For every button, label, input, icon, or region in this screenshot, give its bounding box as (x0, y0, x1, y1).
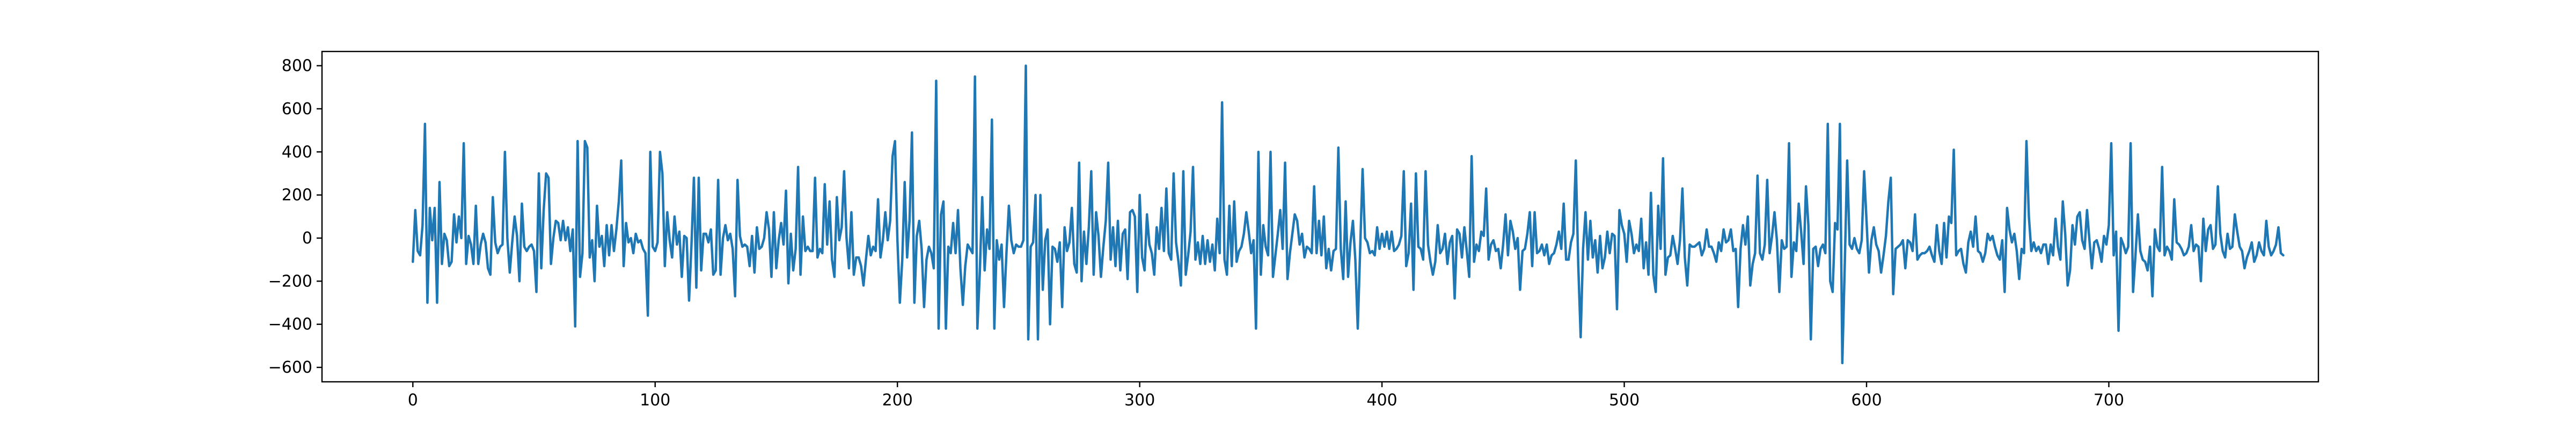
y-axis: −600 −400 −200 0 200 400 600 800 (268, 57, 322, 377)
x-tick-label: 400 (1366, 391, 1397, 410)
x-tick-label: 0 (408, 391, 418, 410)
y-tick-label: 400 (282, 143, 312, 161)
plot-frame (321, 50, 2319, 383)
y-tick-label: 0 (302, 229, 312, 248)
y-tick-label: −400 (268, 315, 312, 334)
x-tick-label: 100 (640, 391, 670, 410)
series-line-0 (412, 64, 2285, 365)
x-axis: 0 100 200 300 400 500 600 700 (408, 382, 2124, 410)
y-tick-label: 800 (282, 57, 312, 76)
y-tick-label: 200 (282, 186, 312, 205)
x-tick-label: 700 (2094, 391, 2124, 410)
plot-area-background (322, 51, 2318, 382)
y-tick-label: −200 (268, 272, 312, 291)
x-tick-label: 500 (1609, 391, 1640, 410)
x-tick-label: 200 (882, 391, 913, 410)
x-tick-label: 600 (1851, 391, 1882, 410)
y-tick-label: 600 (282, 100, 312, 119)
series-layer (412, 64, 2285, 365)
y-tick-label: −600 (268, 358, 312, 377)
x-tick-label: 300 (1124, 391, 1155, 410)
